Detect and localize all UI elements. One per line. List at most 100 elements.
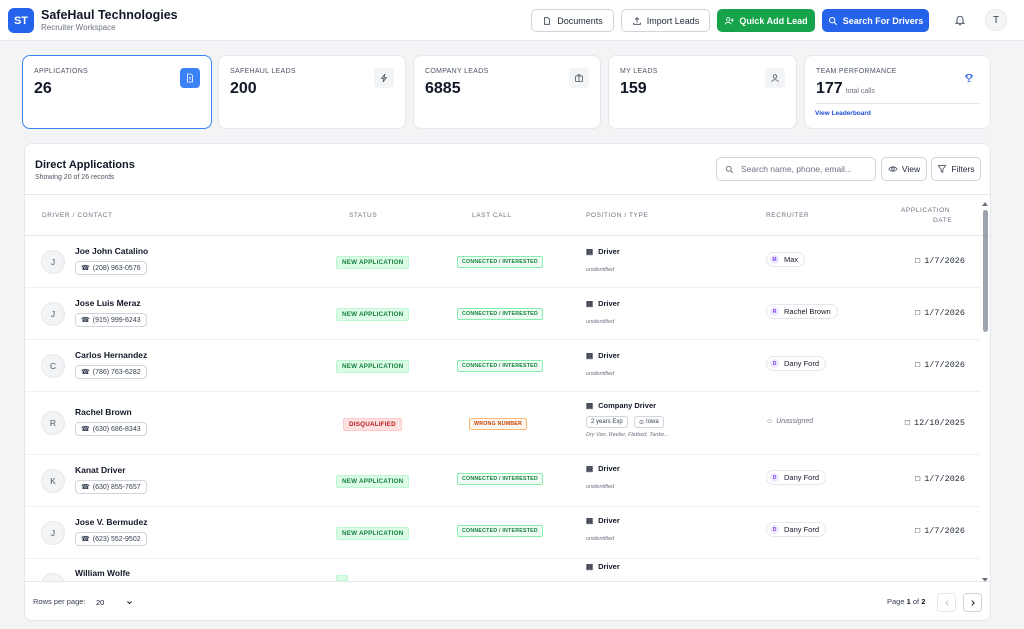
view-button[interactable]: View bbox=[881, 157, 927, 181]
recruiter-name: Dany Ford bbox=[784, 359, 820, 368]
recruiter-chip[interactable]: D Dany Ford bbox=[766, 356, 827, 371]
stat-label: COMPANY LEADS bbox=[425, 68, 489, 75]
stat-sub: total calls bbox=[845, 88, 875, 95]
stat-card-company-leads[interactable]: COMPANY LEADS 6885 bbox=[413, 55, 601, 129]
phone-chip[interactable]: ☎ (630) 855-7657 bbox=[75, 480, 147, 494]
next-page-button[interactable] bbox=[963, 593, 982, 612]
calendar-icon: □ bbox=[915, 526, 921, 536]
phone-icon: ☎ bbox=[81, 317, 90, 324]
prev-page-button[interactable] bbox=[937, 593, 956, 612]
position-sub: unidentified bbox=[586, 536, 615, 542]
documents-button[interactable]: Documents bbox=[531, 9, 614, 32]
search-drivers-button[interactable]: Search For Drivers bbox=[822, 9, 929, 32]
user-icon bbox=[765, 68, 785, 88]
quick-add-lead-button[interactable]: Quick Add Lead bbox=[717, 9, 815, 32]
eye-icon bbox=[888, 166, 898, 172]
stat-number: 177 bbox=[816, 80, 843, 97]
recruiter-name: Dany Ford bbox=[784, 525, 820, 534]
scroll-up-arrow[interactable] bbox=[982, 202, 988, 206]
col-status[interactable]: STATUS bbox=[349, 212, 378, 219]
phone-number: (786) 763-6282 bbox=[92, 368, 141, 376]
table-row[interactable]: K Kanat Driver ☎ (630) 855-7657 NEW APPLI… bbox=[25, 455, 980, 507]
col-driver-contact[interactable]: DRIVER / CONTACT bbox=[42, 212, 113, 219]
driver-name[interactable]: Carlos Hernandez bbox=[75, 350, 148, 360]
user-avatar[interactable]: T bbox=[985, 9, 1007, 31]
import-leads-button[interactable]: Import Leads bbox=[621, 9, 710, 32]
filters-button[interactable]: Filters bbox=[931, 157, 981, 181]
phone-icon: ☎ bbox=[81, 484, 90, 491]
col-date[interactable]: DATE bbox=[933, 217, 953, 224]
chevron-right-icon bbox=[970, 599, 975, 606]
phone-chip[interactable]: ☎ (623) 552-9502 bbox=[75, 532, 147, 546]
status-badge: NEW APPLICATION bbox=[336, 256, 410, 269]
search-box[interactable] bbox=[716, 157, 876, 181]
document-icon bbox=[180, 68, 200, 88]
driver-name[interactable]: William Wolfe bbox=[75, 568, 131, 578]
phone-chip[interactable]: ☎ (208) 963-0576 bbox=[75, 261, 147, 275]
stat-value: 26 bbox=[34, 80, 52, 97]
stat-card-team-performance[interactable]: TEAM PERFORMANCE 177 total calls View Lea… bbox=[804, 55, 991, 129]
col-recruiter[interactable]: RECRUITER bbox=[766, 212, 810, 219]
driver-avatar: R bbox=[41, 411, 65, 435]
last-call-badge: CONNECTED / INTERESTED bbox=[457, 256, 543, 268]
table-row[interactable]: William Wolfe ▤ Driver bbox=[25, 559, 980, 581]
last-call-badge: CONNECTED / INTERESTED bbox=[457, 525, 543, 537]
phone-icon: ☎ bbox=[81, 426, 90, 433]
driver-name[interactable]: Joe John Catalino bbox=[75, 246, 149, 256]
phone-number: (630) 855-7657 bbox=[92, 483, 141, 491]
recruiter-avatar: D bbox=[770, 359, 779, 368]
rows-per-page-select[interactable]: 20 bbox=[92, 594, 137, 610]
position-label: ▤ Driver bbox=[586, 299, 620, 308]
stat-card-applications[interactable]: APPLICATIONS 26 bbox=[22, 55, 212, 129]
phone-chip[interactable]: ☎ (786) 763-6282 bbox=[75, 365, 147, 379]
scroll-thumb[interactable] bbox=[983, 210, 988, 332]
recruiter-chip[interactable]: R Rachel Brown bbox=[766, 304, 838, 319]
table-header: DRIVER / CONTACT STATUS LAST CALL POSITI… bbox=[25, 194, 990, 236]
scroll-down-arrow[interactable] bbox=[982, 578, 988, 582]
status-badge: NEW APPLICATION bbox=[336, 308, 410, 321]
search-input[interactable] bbox=[741, 164, 866, 174]
stat-card-safehaul-leads[interactable]: SAFEHAUL LEADS 200 bbox=[218, 55, 406, 129]
stat-value: 6885 bbox=[425, 80, 461, 97]
driver-avatar: J bbox=[41, 250, 65, 274]
table-scrollbar[interactable] bbox=[980, 202, 990, 582]
recruiter-chip[interactable]: D Dany Ford bbox=[766, 522, 827, 537]
lightning-icon bbox=[374, 68, 394, 88]
position-label: ▤ Driver bbox=[586, 562, 620, 571]
stat-label: APPLICATIONS bbox=[34, 68, 89, 75]
table-row[interactable]: R Rachel Brown ☎ (630) 686-8343 DISQUALIF… bbox=[25, 392, 980, 455]
stat-card-my-leads[interactable]: MY LEADS 159 bbox=[608, 55, 797, 129]
view-leaderboard-link[interactable]: View Leaderboard bbox=[815, 110, 871, 117]
phone-chip[interactable]: ☎ (915) 999-6243 bbox=[75, 313, 147, 327]
recruiter-name: Rachel Brown bbox=[784, 307, 831, 316]
application-date: □ 1/7/2026 bbox=[915, 526, 965, 536]
phone-chip[interactable]: ☎ (630) 686-8343 bbox=[75, 422, 147, 436]
total-pages: 2 bbox=[921, 597, 926, 606]
recruiter-unassigned[interactable]: ☺ Unassigned bbox=[766, 418, 814, 425]
experience-chip: 2 years Exp bbox=[586, 416, 628, 428]
notifications-button[interactable] bbox=[951, 11, 969, 29]
table-row[interactable]: J Jose V. Bermudez ☎ (623) 552-9502 NEW A… bbox=[25, 507, 980, 559]
rows-per-page-label: Rows per page: bbox=[33, 597, 86, 606]
stat-value: 177 total calls bbox=[816, 80, 875, 98]
driver-name[interactable]: Rachel Brown bbox=[75, 407, 132, 417]
application-date: □ 1/7/2026 bbox=[915, 256, 965, 266]
driver-name[interactable]: Jose Luis Meraz bbox=[75, 298, 141, 308]
filters-label: Filters bbox=[951, 164, 975, 174]
chevron-left-icon bbox=[944, 599, 949, 606]
col-last-call[interactable]: LAST CALL bbox=[472, 212, 512, 219]
app-logo: ST bbox=[8, 8, 34, 33]
driver-name[interactable]: Jose V. Bermudez bbox=[75, 517, 148, 527]
recruiter-chip[interactable]: D Dany Ford bbox=[766, 470, 827, 485]
table-row[interactable]: J Joe John Catalino ☎ (208) 963-0576 NEW … bbox=[25, 236, 980, 288]
col-position-type[interactable]: POSITION / TYPE bbox=[586, 212, 649, 219]
recruiter-chip[interactable]: M Max bbox=[766, 252, 806, 267]
driver-avatar: J bbox=[41, 521, 65, 545]
table-row[interactable]: C Carlos Hernandez ☎ (786) 763-6282 NEW A… bbox=[25, 340, 980, 392]
driver-name[interactable]: Kanat Driver bbox=[75, 465, 126, 475]
position-sub: Dry Van, Reefer, Flatbed, Tanke... bbox=[586, 432, 669, 438]
col-application[interactable]: APPLICATION bbox=[901, 207, 951, 214]
phone-number: (623) 552-9502 bbox=[92, 535, 141, 543]
rows-per-page-value: 20 bbox=[96, 597, 105, 607]
table-row[interactable]: J Jose Luis Meraz ☎ (915) 999-6243 NEW AP… bbox=[25, 288, 980, 340]
